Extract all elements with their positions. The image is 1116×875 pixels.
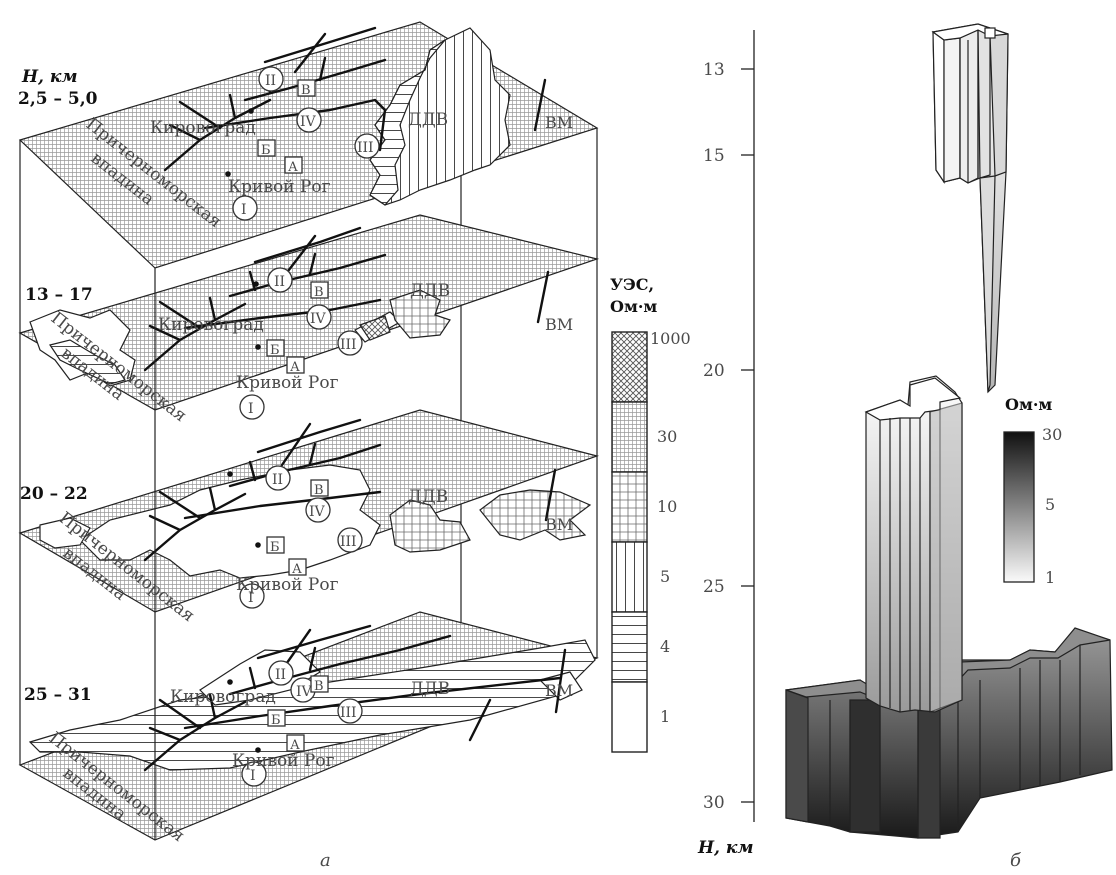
tick-25: 25 (703, 577, 725, 597)
zone-iv-label: IV (296, 684, 313, 700)
panel-b: 13 15 20 25 30 H, км (697, 23, 1113, 871)
block-b-label: Б (261, 143, 271, 158)
layer-2-labels: Кировоград Кривой Рог ДДВ ВМ Причерномор… (47, 274, 573, 426)
block-b-label: Б (270, 343, 280, 358)
layer-2-5-5-0 (18, 21, 599, 269)
layer-13-17 (18, 214, 600, 420)
block-v-label: В (314, 679, 324, 694)
ddv-label: ДДВ (408, 110, 448, 130)
legend-label-30: 30 (657, 427, 677, 446)
layer-25-31 (18, 611, 599, 841)
zone-i-label: I (248, 590, 254, 606)
block-b-label: Б (270, 540, 280, 555)
tick-15: 15 (703, 146, 725, 166)
zone-ii-label: II (272, 472, 283, 488)
zone-ii-label: II (265, 73, 276, 89)
zone-iv-label: IV (310, 311, 327, 327)
block-a-label: А (290, 738, 300, 753)
zone-iii-label: III (357, 140, 374, 156)
block-v-label: В (314, 285, 324, 300)
vm-label: ВМ (545, 681, 573, 700)
lower-block (785, 627, 1113, 839)
block-a-label: А (290, 360, 300, 375)
tall-prism (864, 375, 963, 713)
legend-swatch-1000 (611, 331, 648, 403)
tick-13: 13 (703, 60, 725, 80)
colorbar-tick-1: 1 (1045, 568, 1055, 587)
tick-20: 20 (703, 361, 725, 381)
panel-a: H, км 2,5 – 5,0 13 – 17 20 – 22 25 – 31 … (18, 21, 600, 871)
zone-ii-label: II (275, 667, 286, 683)
zone-iii-label: III (340, 705, 357, 721)
vm-label: ВМ (545, 113, 573, 132)
legend-swatch-1 (611, 681, 648, 753)
zone-iv-label: IV (300, 114, 317, 130)
zone-i-label: I (250, 768, 256, 784)
legend-swatch-30 (611, 401, 648, 473)
zone-iii-label: III (340, 337, 357, 353)
colorbar: Ом·м 30 5 1 (1003, 395, 1062, 587)
ddv-label: ДДВ (410, 679, 450, 699)
kirovograd-label: Кировоград (150, 118, 256, 138)
depth-label-1: 2,5 – 5,0 (18, 89, 98, 109)
zone-i-label: I (241, 202, 247, 218)
block-v-label: В (301, 83, 311, 98)
legend-label-1000: 1000 (650, 329, 691, 348)
resistivity-legend: УЭС, Ом·м 1000 30 10 5 4 1 (610, 275, 691, 753)
ddv-label: ДДВ (408, 487, 448, 507)
depth-axis-label: H, км (697, 838, 754, 858)
depth-label-3: 20 – 22 (20, 484, 88, 504)
block-a-label: А (292, 562, 302, 577)
depth-heading: H, км (21, 67, 78, 87)
upper-prism (931, 23, 1009, 394)
ddv-label: ДДВ (410, 281, 450, 301)
block-v-label: В (314, 483, 324, 498)
legend-label-1: 1 (660, 707, 670, 726)
caption-a: а (320, 850, 331, 871)
zone-ii-label: II (274, 274, 285, 290)
colorbar-tick-30: 30 (1042, 425, 1062, 444)
depth-label-2: 13 – 17 (25, 285, 93, 305)
depth-label-4: 25 – 31 (24, 685, 92, 705)
kirovograd-label: Кировоград (170, 687, 276, 707)
zone-iv-label: IV (309, 504, 326, 520)
zone-i-label: I (248, 401, 254, 417)
krivoy-rog-label: Кривой Рог (236, 373, 339, 393)
colorbar-title: Ом·м (1005, 395, 1052, 414)
krivoy-rog-label: Кривой Рог (236, 575, 339, 595)
legend-title-line2: Ом·м (610, 297, 657, 316)
vm-label: ВМ (545, 515, 573, 534)
tick-30: 30 (703, 793, 725, 813)
caption-b: б (1010, 850, 1022, 871)
block-b-label: Б (271, 713, 281, 728)
legend-label-4: 4 (660, 637, 670, 656)
vm-label: ВМ (545, 315, 573, 334)
legend-title-line1: УЭС, (610, 275, 654, 294)
box-frame-front (19, 128, 598, 840)
colorbar-tick-5: 5 (1045, 495, 1055, 514)
legend-swatch-4 (611, 611, 648, 683)
krivoy-rog-label: Кривой Рог (228, 177, 331, 197)
legend-swatch-10 (611, 471, 648, 543)
legend-label-5: 5 (660, 567, 670, 586)
block-a-label: А (288, 160, 298, 175)
legend-swatch-5 (611, 541, 648, 613)
krivoy-rog-label: Кривой Рог (232, 751, 335, 771)
depth-axis-ticks (741, 68, 754, 803)
legend-label-10: 10 (657, 497, 677, 516)
colorbar-gradient (1003, 431, 1035, 583)
kirovograd-label: Кировоград (158, 315, 264, 335)
zone-iii-label: III (340, 534, 357, 550)
